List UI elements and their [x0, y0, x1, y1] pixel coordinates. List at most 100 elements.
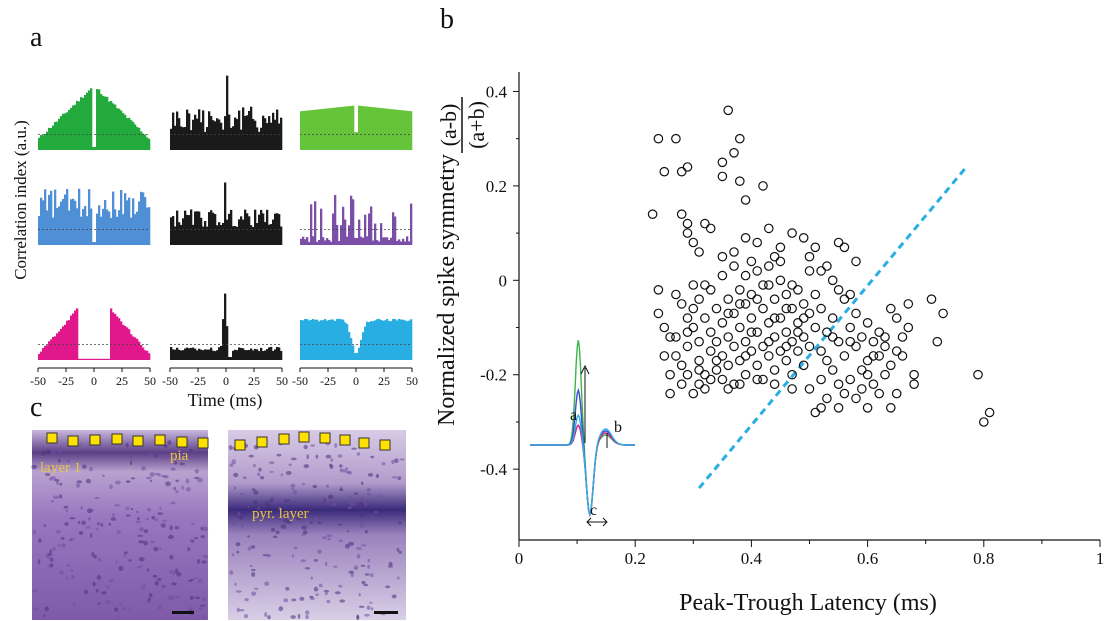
correlogram-bar — [214, 351, 217, 360]
correlogram-bar — [114, 209, 117, 245]
x-tick-label: 0.4 — [741, 549, 763, 568]
cell — [366, 488, 372, 492]
cell — [173, 461, 178, 465]
formula-denominator: (a+b) — [464, 101, 489, 149]
correlogram-bar — [332, 319, 335, 360]
correlogram-bar — [392, 319, 395, 360]
data-point — [787, 228, 797, 238]
data-point — [740, 369, 751, 380]
correlogram-bar — [58, 206, 61, 245]
cell — [59, 570, 64, 575]
inset-arrowheads-c — [586, 517, 608, 527]
cell — [85, 478, 91, 484]
correlogram-bar — [206, 226, 209, 245]
correlogram-bar — [222, 319, 225, 360]
label-layer-1: layer 1 — [40, 460, 81, 476]
correlogram-bar — [338, 107, 341, 150]
correlogram-bar — [100, 94, 103, 150]
correlogram-bar — [324, 108, 327, 150]
correlogram-bar — [176, 347, 179, 360]
correlogram-bar — [120, 321, 123, 360]
cell — [247, 535, 251, 538]
correlogram-bar — [124, 193, 127, 245]
time-tick-label: 50 — [406, 374, 418, 388]
correlogram-bar — [176, 111, 179, 150]
data-point — [752, 360, 762, 371]
cell — [290, 615, 296, 619]
y-tick-label: -0.2 — [480, 366, 507, 385]
correlogram-bar — [302, 111, 305, 150]
cell — [101, 474, 105, 477]
correlogram-bar — [358, 347, 361, 360]
correlogram-bar — [218, 222, 221, 245]
cell — [367, 564, 370, 569]
cell — [305, 610, 310, 615]
data-point — [671, 289, 681, 300]
cell — [324, 561, 328, 567]
correlogram-bar — [64, 324, 67, 360]
correlogram-bar — [202, 350, 205, 360]
correlogram-bar — [74, 310, 77, 360]
cell — [128, 559, 132, 562]
correlogram-bar — [142, 133, 145, 150]
correlogram-bar — [304, 110, 307, 150]
correlogram-bar — [116, 316, 119, 360]
correlogram-bar — [174, 349, 177, 360]
cell — [309, 520, 313, 524]
cell — [32, 589, 38, 593]
correlogram-bar — [202, 110, 205, 150]
cell — [310, 576, 313, 580]
correlogram-bar — [216, 118, 219, 150]
correlogram-bar — [112, 312, 115, 360]
cell — [360, 564, 366, 567]
data-point — [775, 242, 786, 253]
cell — [150, 540, 155, 544]
panel-label-a: a — [30, 22, 43, 53]
cell — [253, 464, 256, 468]
histology-cell-texture — [31, 440, 405, 621]
inset-label-a: a — [570, 407, 577, 424]
data-point — [758, 280, 768, 290]
cell — [364, 613, 370, 617]
electrode-marker — [111, 433, 123, 445]
cell — [143, 540, 149, 546]
correlogram-bar — [312, 318, 315, 360]
correlogram-bar — [308, 320, 311, 360]
correlogram-bar — [358, 105, 361, 150]
data-point — [723, 308, 733, 319]
correlogram-bar — [346, 324, 349, 360]
correlogram-bar — [170, 128, 173, 150]
cell — [248, 454, 254, 458]
cell — [33, 607, 39, 611]
cell — [359, 514, 365, 517]
cell — [125, 442, 129, 448]
data-point — [665, 332, 675, 342]
data-point — [688, 303, 699, 314]
correlogram-bar — [178, 118, 181, 150]
cell — [173, 572, 176, 576]
y-tick-label: 0 — [499, 271, 508, 290]
correlogram-time-axes: -50 -25 0 25 50 -50 -25 0 25 50 -50 -25 0 25 50 — [30, 367, 418, 388]
data-point — [833, 284, 844, 295]
correlogram-bar — [390, 237, 393, 245]
correlogram-bar — [180, 350, 183, 360]
scatter-points — [647, 105, 995, 427]
cell — [338, 584, 343, 588]
cell — [163, 444, 168, 448]
correlogram-bar — [400, 319, 403, 360]
data-point — [787, 280, 797, 290]
correlogram-bar — [216, 225, 219, 245]
data-point — [758, 303, 768, 314]
cell — [254, 509, 261, 514]
cell — [138, 540, 145, 544]
correlogram-bar — [118, 108, 121, 150]
cell — [188, 606, 193, 611]
correlogram-bar — [308, 241, 311, 245]
correlogram-bar — [206, 349, 209, 360]
cell — [149, 593, 153, 598]
data-point — [700, 369, 710, 380]
correlogram-bar — [174, 125, 177, 150]
correlogram-bar — [254, 120, 257, 150]
correlogram-bar — [122, 113, 125, 150]
cell — [108, 522, 112, 526]
